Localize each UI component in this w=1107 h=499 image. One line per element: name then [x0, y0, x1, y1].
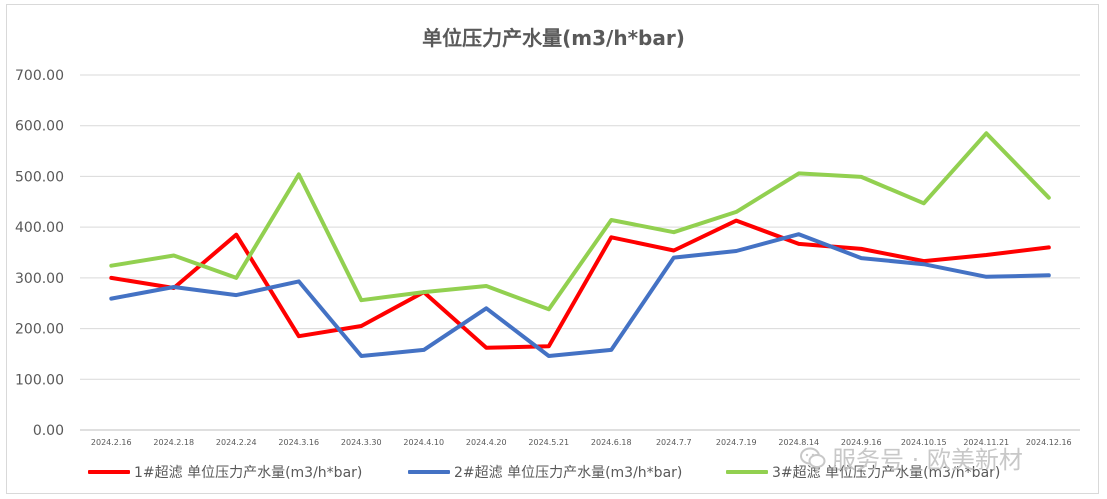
x-tick-labels: 2024.2.16 2024.2.18 2024.2.24 2024.3.16 2024…	[91, 438, 1072, 447]
legend-swatch-series-2	[408, 470, 450, 474]
x-tick-label: 2024.3.30	[341, 438, 382, 447]
legend-label-series-1: 1#超滤 单位压力产水量(m3/h*bar)	[134, 465, 363, 481]
chart-legend: 1#超滤 单位压力产水量(m3/h*bar) 2#超滤 单位压力产水量(m3/h…	[0, 462, 1107, 486]
x-tick-label: 2024.2.18	[153, 438, 194, 447]
x-tick-label: 2024.6.18	[591, 438, 632, 447]
y-tick-label: 500.00	[15, 169, 64, 185]
x-tick-label: 2024.7.7	[656, 438, 692, 447]
x-tick-label: 2024.2.16	[91, 438, 132, 447]
y-tick-label: 400.00	[15, 220, 64, 236]
x-tick-label: 2024.9.16	[841, 438, 882, 447]
x-tick-label: 2024.4.10	[403, 438, 444, 447]
series-line-2	[109, 232, 1051, 358]
legend-item-series-1[interactable]: 1#超滤 单位压力产水量(m3/h*bar)	[88, 462, 362, 482]
series-lines	[109, 131, 1051, 358]
watermark-text: 服务号 · 欧美新材	[832, 446, 1023, 474]
chart-title: 单位压力产水量(m3/h*bar)	[422, 26, 685, 50]
legend-item-series-2[interactable]: 2#超滤 单位压力产水量(m3/h*bar)	[408, 462, 682, 482]
y-tick-label: 600.00	[15, 119, 64, 135]
x-tick-label: 2024.4.20	[466, 438, 507, 447]
x-tick-label: 2024.7.19	[716, 438, 757, 447]
legend-swatch-series-1	[88, 470, 130, 474]
y-tick-label: 100.00	[15, 372, 64, 388]
x-tick-label: 2024.8.14	[778, 438, 819, 447]
legend-swatch-series-3	[726, 470, 768, 474]
wechat-icon	[800, 447, 826, 468]
x-tick-label: 2024.11.21	[963, 438, 1009, 447]
y-tick-labels: 0.00 100.00 200.00 300.00 400.00 500.00 600.00…	[15, 68, 64, 439]
grid-lines	[80, 74, 1080, 431]
y-tick-label: 700.00	[15, 68, 64, 84]
x-tick-label: 2024.3.16	[278, 438, 319, 447]
legend-label-series-3: 3#超滤 单位压力产水量(m3/h*bar)	[772, 465, 1001, 481]
x-tick-label: 2024.12.16	[1026, 438, 1072, 447]
legend-item-series-3[interactable]: 3#超滤 单位压力产水量(m3/h*bar)	[726, 462, 1000, 482]
y-tick-label: 0.00	[33, 423, 64, 439]
legend-label-series-2: 2#超滤 单位压力产水量(m3/h*bar)	[454, 465, 683, 481]
x-tick-label: 2024.10.15	[901, 438, 947, 447]
x-tick-label: 2024.5.21	[528, 438, 569, 447]
y-tick-label: 300.00	[15, 271, 64, 287]
series-line-3	[109, 131, 1051, 312]
chart-frame	[6, 4, 1099, 494]
x-tick-label: 2024.2.24	[216, 438, 257, 447]
series-line-1	[109, 218, 1051, 350]
watermark: 服务号 · 欧美新材	[800, 440, 1023, 475]
y-tick-label: 200.00	[15, 322, 64, 338]
